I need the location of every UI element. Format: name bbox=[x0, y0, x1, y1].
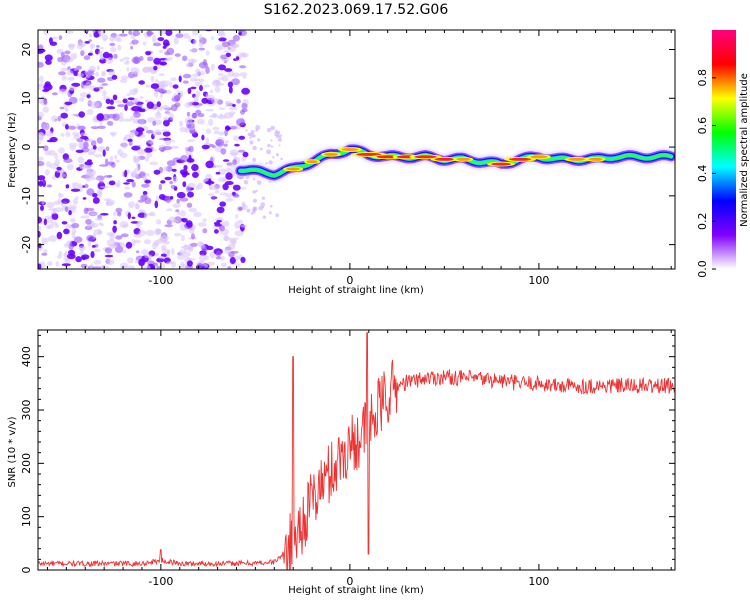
spectrogram-frame bbox=[37, 29, 676, 270]
colorbar-ticks: 0.0 0.2 0.4 0.6 0.8 bbox=[696, 69, 716, 278]
x-tick-label: 100 bbox=[528, 274, 549, 287]
noise-dot bbox=[252, 177, 256, 181]
noise-dot bbox=[252, 206, 258, 212]
spectrogram-xlabel: Height of straight line (km) bbox=[288, 285, 424, 296]
noise-dot bbox=[270, 145, 274, 148]
noise-dot bbox=[252, 198, 258, 203]
ridge-core-hot bbox=[341, 148, 359, 151]
noise-dot bbox=[278, 137, 282, 142]
noise-dot bbox=[243, 180, 249, 185]
colorbar-tick-label: 0.2 bbox=[696, 212, 709, 230]
x-tick-label: 0 bbox=[346, 274, 353, 287]
colorbar-label: Normalized spectral amplitude bbox=[739, 73, 750, 227]
noise-dot bbox=[272, 156, 275, 159]
y-tick-label: 10 bbox=[20, 91, 33, 105]
colorbar-tick-label: 0.6 bbox=[696, 117, 709, 135]
noise-dot bbox=[255, 189, 258, 193]
ridge-core-hot bbox=[286, 167, 301, 171]
y-tick-label: 200 bbox=[20, 453, 33, 474]
noise-dot bbox=[268, 211, 272, 215]
noise-dot bbox=[270, 125, 275, 131]
spectral-ridge bbox=[233, 142, 675, 183]
noise-dot bbox=[246, 208, 251, 213]
colorbar: 0.0 0.2 0.4 0.6 0.8 Normalized spectral ampl… bbox=[696, 30, 750, 278]
noise-dot bbox=[270, 204, 273, 208]
colorbar-gradient bbox=[712, 30, 736, 269]
y-tick-label: 100 bbox=[20, 506, 33, 527]
noise-dot bbox=[270, 139, 273, 142]
noise-dot bbox=[252, 157, 257, 162]
noise-dot bbox=[255, 125, 261, 130]
noise-dot bbox=[275, 153, 280, 157]
noise-dot bbox=[268, 160, 273, 165]
x-tick-label: -100 bbox=[148, 274, 173, 287]
noise-dot bbox=[257, 138, 261, 142]
noise-dot bbox=[278, 144, 281, 147]
noise-dot bbox=[250, 130, 255, 134]
spectrogram-heatmap bbox=[38, 30, 675, 269]
chart-title: S162.2023.069.17.52.G06 bbox=[264, 2, 449, 18]
noise-dot bbox=[259, 147, 263, 151]
colorbar-tick-label: 0.8 bbox=[696, 69, 709, 87]
y-tick-label: 400 bbox=[20, 346, 33, 367]
y-tick-label: 20 bbox=[20, 43, 33, 57]
noise-dot bbox=[265, 162, 268, 165]
ridge-core-hot bbox=[376, 155, 399, 159]
x-tick-label: 0 bbox=[346, 575, 353, 588]
ridge-core-hot bbox=[530, 155, 548, 159]
colorbar-tick-label: 0.0 bbox=[696, 260, 709, 278]
y-tick-label: 300 bbox=[20, 400, 33, 421]
noise-dot bbox=[247, 132, 252, 137]
spectrogram-ylabel: Frequency (Hz) bbox=[7, 112, 18, 188]
noise-dot bbox=[260, 202, 266, 207]
ridge-core-hot bbox=[508, 157, 532, 161]
noise-dot bbox=[258, 205, 264, 211]
y-tick-label: 0 bbox=[20, 144, 33, 151]
ridge-core-hot bbox=[588, 157, 603, 161]
x-tick-label: -100 bbox=[148, 575, 173, 588]
noise-dot bbox=[266, 127, 272, 133]
ridge-core-hot bbox=[356, 152, 382, 156]
noise-dot bbox=[275, 213, 280, 218]
y-tick-label: 0 bbox=[20, 567, 33, 574]
snr-panel: -100 0 100 0 100 200 300 400 Height of straight… bbox=[7, 329, 676, 596]
noise-dot bbox=[274, 131, 279, 137]
noise-dot bbox=[252, 190, 256, 194]
noise-dot bbox=[250, 212, 253, 215]
noise-dot bbox=[266, 149, 272, 155]
noise-dot bbox=[278, 134, 282, 138]
x-tick-label: 100 bbox=[528, 575, 549, 588]
snr-frame bbox=[37, 329, 676, 571]
ridge-core-hot bbox=[434, 157, 455, 161]
noise-dot bbox=[275, 129, 278, 133]
noise-speckles bbox=[38, 30, 283, 269]
snr-xlabel: Height of straight line (km) bbox=[288, 585, 424, 596]
noise-dot bbox=[261, 196, 266, 200]
ridge-core-hot bbox=[568, 157, 586, 161]
y-tick-label: -10 bbox=[20, 187, 33, 205]
colorbar-tick-label: 0.4 bbox=[696, 165, 709, 183]
noise-dot bbox=[245, 129, 248, 132]
noise-dot bbox=[262, 215, 267, 219]
noise-dot bbox=[252, 145, 257, 151]
ridge-core-hot bbox=[324, 152, 338, 156]
noise-dot bbox=[256, 180, 262, 185]
snr-ticks: -100 0 100 0 100 200 300 400 bbox=[20, 330, 675, 588]
snr-series-line bbox=[38, 332, 675, 570]
noise-dot bbox=[267, 143, 271, 148]
ridge-core-hot bbox=[414, 155, 437, 159]
ridge-core-hot bbox=[306, 160, 318, 164]
noise-dot bbox=[249, 140, 254, 145]
noise-dot bbox=[249, 136, 252, 140]
y-tick-label: -20 bbox=[20, 236, 33, 254]
ridge-core-hot bbox=[491, 162, 511, 166]
snr-ylabel: SNR (10 * v/v) bbox=[7, 416, 18, 487]
noise-dot bbox=[280, 157, 283, 161]
ridge-core-hot bbox=[456, 157, 471, 161]
